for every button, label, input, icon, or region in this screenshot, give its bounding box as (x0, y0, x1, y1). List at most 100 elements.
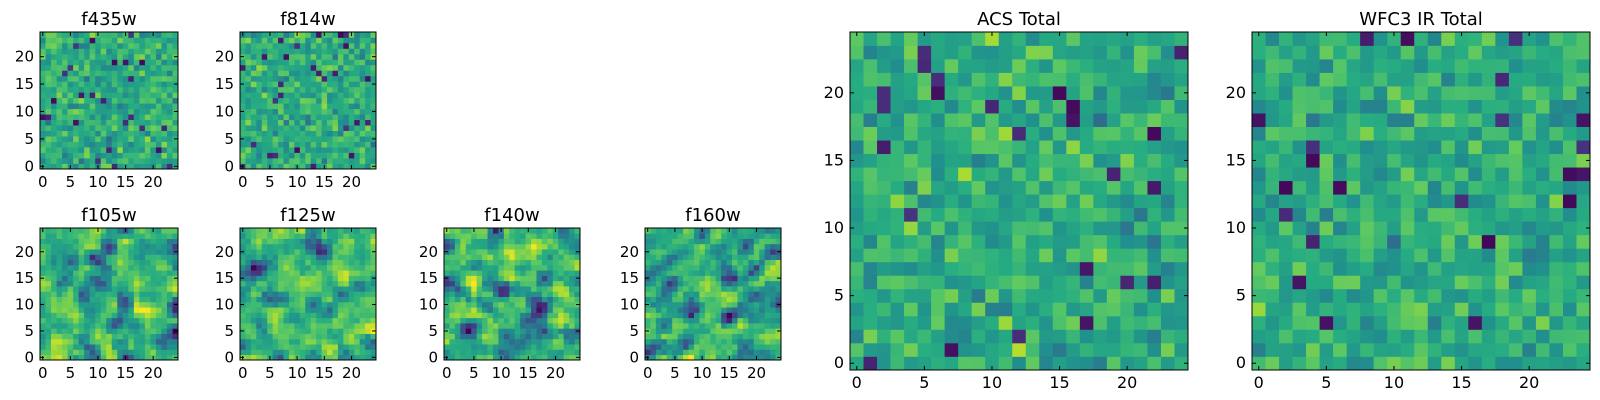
heatmap-cell (487, 312, 494, 319)
heatmap-cell (370, 141, 377, 148)
heatmap-cell (128, 59, 135, 66)
heatmap-cell (1174, 288, 1189, 303)
heatmap-cell (294, 64, 301, 71)
heatmap-cell (1508, 329, 1523, 344)
heatmap-cell (73, 238, 79, 245)
heatmap-cell (1535, 180, 1550, 195)
heatmap-cell (704, 354, 711, 361)
heatmap-cell (161, 243, 168, 250)
heatmap-cell (715, 344, 722, 350)
heatmap-cell (693, 280, 700, 287)
heatmap-cell (503, 296, 510, 303)
heatmap-cell (1576, 248, 1591, 263)
heatmap-cell (250, 286, 257, 292)
heatmap-cell (240, 233, 246, 239)
heatmap-cell (359, 259, 366, 266)
heatmap-cell (133, 344, 140, 350)
heatmap-cell (775, 264, 782, 271)
heatmap-cell (1481, 234, 1496, 249)
heatmap-cell (1039, 275, 1054, 290)
heatmap-cell (742, 259, 749, 266)
heatmap-cell (688, 323, 695, 329)
heatmap-cell (460, 307, 467, 313)
heatmap-cell (1279, 315, 1293, 330)
heatmap-cell (1279, 153, 1293, 168)
heatmap-cell (354, 312, 361, 319)
heatmap-cell (1160, 302, 1175, 317)
heatmap-cell (133, 119, 140, 126)
heatmap-cell (569, 323, 575, 329)
heatmap-cell (569, 259, 575, 266)
heatmap-cell (172, 119, 179, 126)
heatmap-cell (498, 233, 505, 239)
heatmap-cell (850, 167, 864, 182)
heatmap-cell (288, 233, 295, 239)
heatmap-cell (1454, 194, 1469, 209)
heatmap-cell (45, 92, 52, 99)
heatmap-cell (45, 354, 52, 361)
heatmap-cell (316, 163, 322, 170)
heatmap-cell (144, 254, 151, 261)
heatmap-cell (775, 259, 782, 266)
heatmap-cell (332, 312, 339, 319)
heatmap-cell (715, 354, 722, 361)
heatmap-cell (111, 317, 118, 324)
heatmap-cell (460, 259, 467, 266)
heatmap-cell (775, 296, 782, 303)
heatmap-cell (683, 280, 689, 287)
heatmap-cell (753, 243, 760, 250)
heatmap-cell (283, 349, 290, 356)
heatmap-cell (764, 323, 771, 329)
heatmap-cell (278, 130, 284, 137)
heatmap-cell (51, 37, 57, 44)
heatmap-cell (261, 259, 268, 266)
heatmap-cell (1025, 207, 1040, 222)
heatmap-cell (683, 249, 689, 255)
heatmap-cell (1079, 207, 1094, 222)
heatmap-cell (133, 249, 140, 255)
heatmap-cell (256, 228, 263, 234)
heatmap-cell (122, 119, 129, 126)
heatmap-cell (742, 338, 749, 345)
heatmap-cell (650, 328, 657, 334)
heatmap-cell (67, 48, 74, 55)
heatmap-cell (650, 238, 657, 245)
heatmap-cell (1292, 261, 1307, 276)
heatmap-cell (531, 264, 537, 271)
heatmap-cell (1252, 342, 1266, 357)
heatmap-cell (327, 37, 333, 44)
heatmap-cell (1066, 32, 1081, 46)
heatmap-cell (547, 328, 554, 334)
heatmap-cell (525, 328, 532, 334)
heatmap-cell (67, 64, 74, 71)
heatmap-cell (1039, 234, 1054, 249)
heatmap-cell (267, 114, 273, 121)
heatmap-cell (492, 275, 499, 282)
heatmap-cell (1106, 72, 1121, 87)
heatmap-cell (370, 92, 377, 99)
heatmap-cell (155, 32, 162, 38)
heatmap-cell (62, 296, 68, 303)
heatmap-cell (449, 354, 456, 361)
heatmap-cell (726, 317, 733, 324)
heatmap-cell (278, 114, 284, 121)
heatmap-cell (460, 323, 467, 329)
heatmap-cell (574, 280, 581, 287)
heatmap-cell (354, 264, 361, 271)
heatmap-cell (370, 286, 377, 292)
heatmap-cell (51, 243, 57, 250)
heatmap-cell (558, 312, 565, 319)
heatmap-cell (764, 233, 771, 239)
heatmap-cell (321, 296, 328, 303)
heatmap-cell (122, 42, 129, 49)
heatmap-cell (503, 301, 510, 308)
heatmap-cell (155, 59, 162, 66)
heatmap-cell (240, 158, 246, 164)
heatmap-cell (111, 64, 118, 71)
heatmap-cell (67, 301, 74, 308)
heatmap-cell (732, 254, 738, 261)
heatmap-cell (166, 270, 173, 276)
heatmap-cell (45, 119, 52, 126)
heatmap-cell (250, 97, 257, 104)
